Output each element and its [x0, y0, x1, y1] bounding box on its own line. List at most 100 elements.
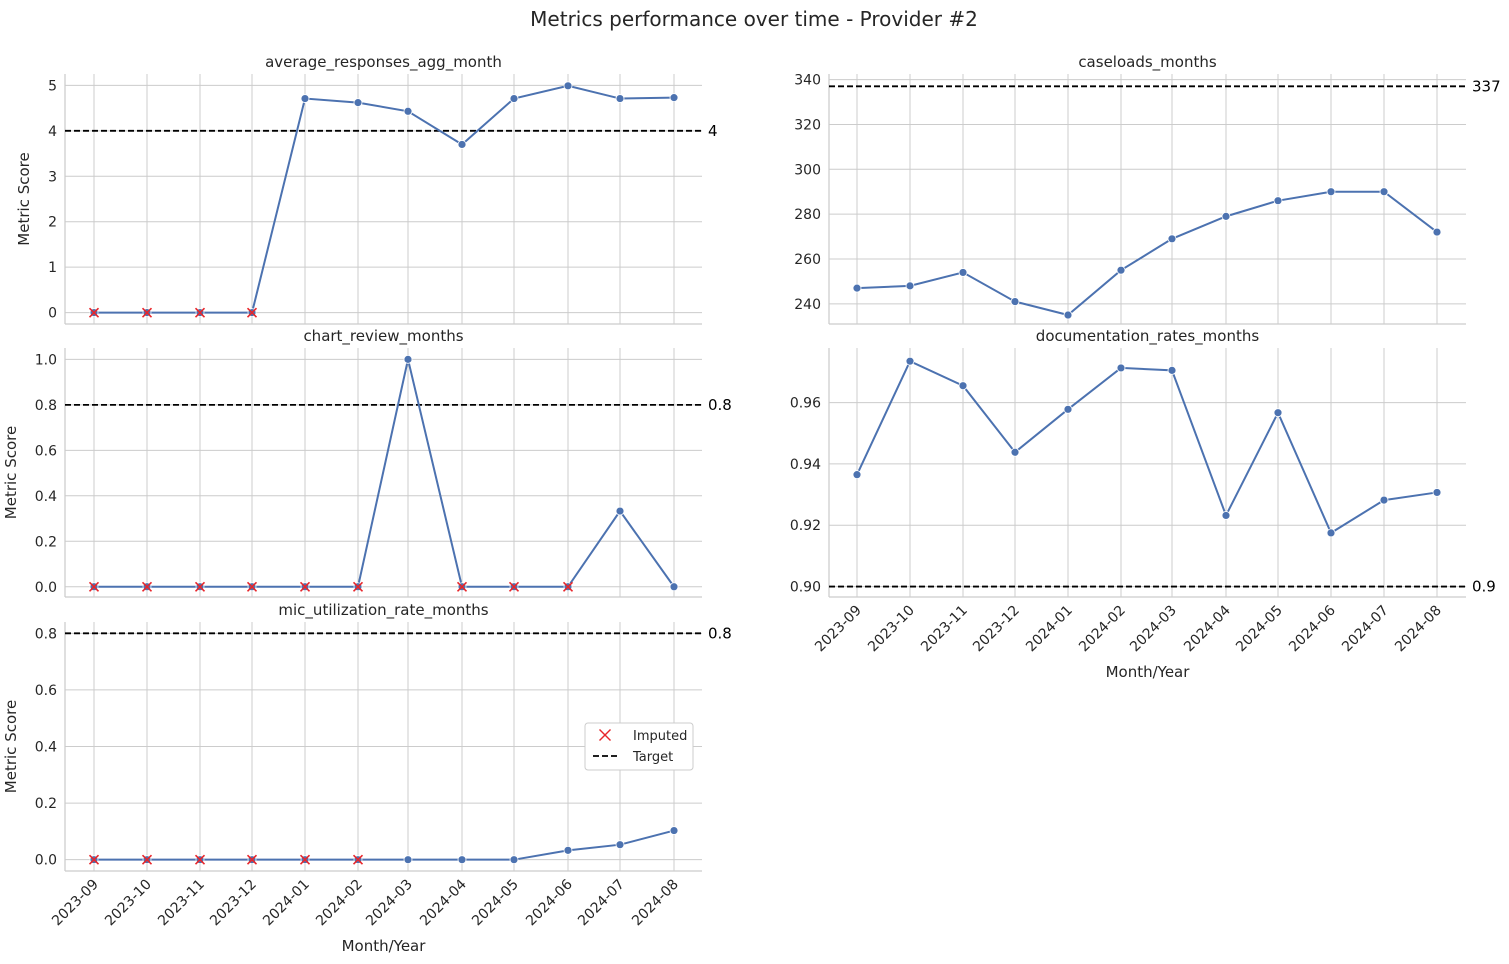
- target-label: 0.8: [708, 396, 732, 414]
- imputed-marker: [456, 581, 468, 592]
- x-tick-label: 2023-09: [812, 603, 865, 656]
- imputed-marker: [88, 854, 100, 865]
- imputed-stroke: [246, 581, 258, 592]
- y-tick-label: 320: [794, 117, 821, 133]
- panel-title: documentation_rates_months: [1036, 327, 1260, 346]
- legend-imputed-icon: [599, 729, 611, 741]
- imputed-stroke: [194, 307, 206, 318]
- y-tick-label: 0.4: [35, 740, 57, 756]
- data-point: [669, 93, 679, 103]
- data-point: [1326, 187, 1336, 197]
- imputed-stroke: [299, 854, 311, 865]
- data-point: [563, 81, 573, 91]
- imputed-stroke: [194, 581, 206, 592]
- data-point: [1167, 365, 1177, 375]
- y-tick-label: 4: [48, 124, 57, 140]
- data-point: [403, 106, 413, 116]
- x-tick-label: 2024-04: [417, 876, 470, 929]
- x-tick-label: 2024-08: [1392, 603, 1445, 656]
- target-label: 0.8: [708, 624, 732, 642]
- imputed-marker: [194, 854, 206, 865]
- data-point: [1010, 297, 1020, 306]
- data-point: [615, 840, 625, 850]
- series-line: [94, 829, 675, 861]
- data-point: [1221, 211, 1231, 221]
- x-axis-label: Month/Year: [1106, 663, 1191, 681]
- x-tick-label: 2024-03: [363, 877, 416, 930]
- legend-frame: [584, 722, 694, 771]
- imputed-marker: [299, 854, 311, 865]
- target-label: 4: [708, 122, 718, 140]
- imputed-marker: [88, 581, 100, 592]
- data-point: [300, 94, 310, 103]
- data-point: [353, 98, 363, 108]
- x-tick-label: 2024-03: [1127, 603, 1180, 656]
- imputed-stroke: [141, 307, 153, 318]
- target-label: 0.9: [1472, 578, 1496, 596]
- y-tick-label: 0: [48, 306, 57, 322]
- data-point: [905, 356, 915, 366]
- y-tick-label: 0.94: [790, 457, 821, 473]
- data-point: [1432, 488, 1442, 497]
- imputed-marker: [299, 581, 311, 592]
- x-tick-label: 2024-04: [1181, 602, 1234, 655]
- imputed-stroke: [141, 581, 153, 592]
- y-tick-label: 1.0: [35, 352, 57, 368]
- legend-imputed-label: Imputed: [633, 729, 687, 744]
- series-line: [94, 359, 675, 588]
- data-point: [457, 140, 467, 149]
- panels: 0 1 2 3 4 5 average_responses_agg_month 4 Metric…: [2, 53, 1501, 955]
- y-tick-label: 0.90: [790, 580, 821, 596]
- imputed-marker: [246, 581, 258, 592]
- imputed-marker: [352, 581, 364, 592]
- data-point: [509, 855, 519, 865]
- imputed-stroke: [194, 854, 206, 865]
- y-axis-label: Metric Score: [2, 700, 20, 793]
- data-point: [1379, 187, 1389, 197]
- y-tick-label: 5: [48, 78, 57, 94]
- y-tick-label: 300: [794, 162, 821, 178]
- data-point: [1326, 528, 1336, 538]
- panel-title: chart_review_months: [303, 327, 463, 346]
- imputed-stroke: [246, 854, 258, 865]
- y-tick-label: 340: [794, 73, 821, 89]
- imputed-stroke: [456, 581, 468, 592]
- legend-target-label: Target: [632, 750, 673, 765]
- panel-documentation_rates_months: 0.90 0.92 0.94 0.96 documentation_rates_mont…: [790, 327, 1496, 681]
- imputed-stroke: [352, 581, 364, 592]
- imputed-stroke: [246, 307, 258, 318]
- series-line: [856, 190, 1438, 317]
- x-tick-label: 2024-01: [1023, 603, 1076, 656]
- data-point: [1010, 447, 1020, 457]
- x-tick-label: 2024-01: [260, 877, 313, 930]
- x-axis-label: Month/Year: [342, 937, 427, 955]
- imputed-stroke: [88, 307, 100, 318]
- data-point: [615, 94, 625, 103]
- target-label: 337: [1472, 77, 1501, 95]
- panel-mic_utilization_rate_months: 0.0 0.2 0.4 0.6 0.8 mic_utilization_rate_mont…: [2, 601, 732, 955]
- x-tick-label: 2024-05: [1233, 603, 1286, 656]
- imputed-stroke: [352, 854, 364, 865]
- y-tick-label: 0.4: [35, 489, 57, 505]
- x-tick-label: 2023-12: [970, 603, 1023, 656]
- y-tick-label: 2: [48, 215, 57, 231]
- y-tick-label: 0.2: [35, 534, 57, 550]
- legend: Imputed Target: [584, 722, 694, 771]
- imputed-marker: [508, 581, 520, 592]
- figure-title: Metrics performance over time - Provider…: [530, 7, 978, 31]
- data-point: [1273, 408, 1283, 418]
- data-point: [1116, 265, 1126, 275]
- imputed-marker: [246, 307, 258, 318]
- imputed-marker: [141, 307, 153, 318]
- imputed-marker: [141, 854, 153, 865]
- x-tick-label: 2024-06: [523, 876, 576, 929]
- data-point: [403, 855, 413, 865]
- x-tick-label: 2024-08: [629, 877, 682, 930]
- imputed-marker: [246, 854, 258, 865]
- y-tick-label: 240: [794, 297, 821, 313]
- x-tick-label: 2023-12: [207, 877, 260, 930]
- panel-title: average_responses_agg_month: [265, 53, 502, 72]
- imputed-stroke: [88, 854, 100, 865]
- data-point: [958, 381, 968, 391]
- y-axis-label: Metric Score: [15, 152, 33, 245]
